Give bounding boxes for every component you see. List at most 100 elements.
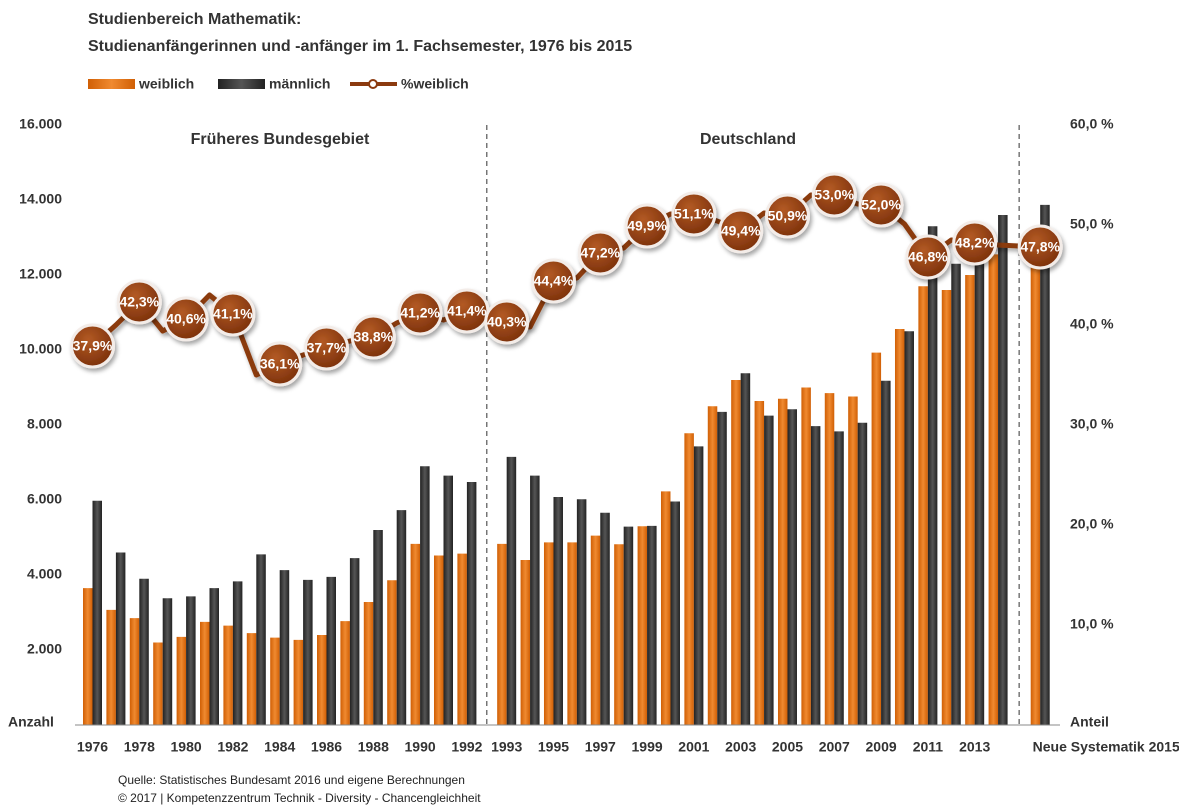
bar: [530, 475, 540, 725]
bubble: [397, 290, 443, 336]
y2-tick-label: 60,0 %: [1070, 116, 1114, 132]
x-tick-label: 2003: [725, 739, 756, 755]
bar: [857, 422, 868, 725]
data-label: 47,2%: [580, 245, 620, 261]
bar: [717, 411, 727, 725]
x-tick-label: 2013: [959, 739, 990, 755]
data-label: 42,3%: [119, 294, 159, 310]
bar: [1040, 204, 1050, 725]
bubble: [858, 182, 904, 228]
bar: [106, 609, 116, 725]
data-label: 50,9%: [768, 208, 808, 224]
bar: [153, 642, 163, 725]
legend-label: weiblich: [138, 76, 194, 92]
bar: [965, 275, 975, 725]
data-label: 41,2%: [400, 305, 440, 321]
bar: [162, 598, 173, 725]
bar: [420, 466, 430, 725]
bar: [396, 510, 407, 725]
bar: [927, 226, 938, 725]
data-label: 52,0%: [861, 197, 901, 213]
bubble: [116, 279, 162, 325]
data-label: 40,6%: [166, 311, 206, 327]
data-label: 46,8%: [908, 249, 948, 265]
x-tick-label: 1986: [311, 739, 342, 755]
x-tick-label: 1978: [124, 739, 155, 755]
y2-tick-label: 50,0 %: [1070, 216, 1114, 232]
region-label: Früheres Bundesgebiet: [191, 131, 370, 148]
bubble: [811, 172, 857, 218]
bar: [764, 415, 774, 725]
chart-title: Studienbereich Mathematik:: [88, 11, 301, 28]
y-tick-label: 10.000: [19, 341, 62, 357]
bar: [270, 637, 280, 725]
data-label: 48,2%: [955, 235, 995, 251]
x-tick-label: 1988: [358, 739, 389, 755]
bubble: [210, 291, 256, 337]
y-tick-label: 6.000: [27, 491, 62, 507]
y2-tick-label: 20,0 %: [1070, 516, 1114, 532]
bubble: [764, 193, 810, 239]
bar: [707, 406, 718, 725]
bar: [684, 433, 694, 725]
legend-label: %weiblich: [401, 76, 469, 92]
bar: [139, 578, 149, 725]
bar: [881, 380, 891, 725]
bar: [209, 588, 219, 725]
y-tick-label: 2.000: [27, 641, 62, 657]
bar: [693, 446, 704, 725]
source-note: Quelle: Statistisches Bundesamt 2016 und…: [118, 773, 465, 787]
bar: [457, 553, 467, 725]
bubble: [905, 234, 951, 280]
bar: [293, 639, 304, 725]
bar: [317, 635, 327, 725]
data-label: 44,4%: [534, 273, 574, 289]
y2-axis-label: Anteil: [1070, 714, 1109, 730]
x-tick-label: 2009: [866, 739, 897, 755]
bar: [824, 393, 835, 725]
bar: [83, 588, 93, 725]
x-tick-label: 1995: [538, 739, 569, 755]
bubble: [671, 191, 717, 237]
bubble: [530, 258, 576, 304]
legend-swatch: [368, 79, 378, 89]
x-tick-label: Neue Systematik 2015: [1033, 739, 1179, 755]
bar: [670, 501, 680, 725]
bar: [340, 621, 350, 725]
bubble: [1017, 224, 1063, 270]
bar: [186, 596, 196, 725]
data-label: 53,0%: [814, 187, 854, 203]
data-label: 38,8%: [353, 329, 393, 345]
legend-label: männlich: [269, 76, 330, 92]
bar: [246, 633, 257, 725]
bubble: [577, 230, 623, 276]
bar: [1030, 248, 1041, 725]
bar: [988, 254, 999, 725]
bar: [223, 625, 233, 725]
bubble: [718, 208, 764, 254]
data-label: 41,4%: [447, 303, 487, 319]
data-label: 37,7%: [307, 340, 347, 356]
region-label: Deutschland: [700, 131, 796, 148]
bubble: [257, 341, 303, 387]
legend-swatch: [218, 79, 265, 89]
bar: [834, 431, 844, 725]
bar: [740, 373, 751, 725]
bar: [129, 618, 140, 725]
bar: [904, 331, 914, 725]
bubble: [163, 296, 209, 342]
bubble: [624, 203, 670, 249]
x-tick-label: 1976: [77, 739, 108, 755]
x-tick-label: 2001: [678, 739, 709, 755]
bar: [434, 555, 444, 725]
data-label: 41,1%: [213, 306, 253, 322]
bar: [567, 542, 577, 725]
data-label: 47,8%: [1020, 239, 1060, 255]
bar: [941, 290, 952, 725]
bar: [810, 426, 821, 725]
bar: [590, 535, 601, 725]
x-tick-label: 2011: [913, 739, 944, 755]
data-label: 51,1%: [674, 206, 714, 222]
bar: [951, 263, 961, 725]
